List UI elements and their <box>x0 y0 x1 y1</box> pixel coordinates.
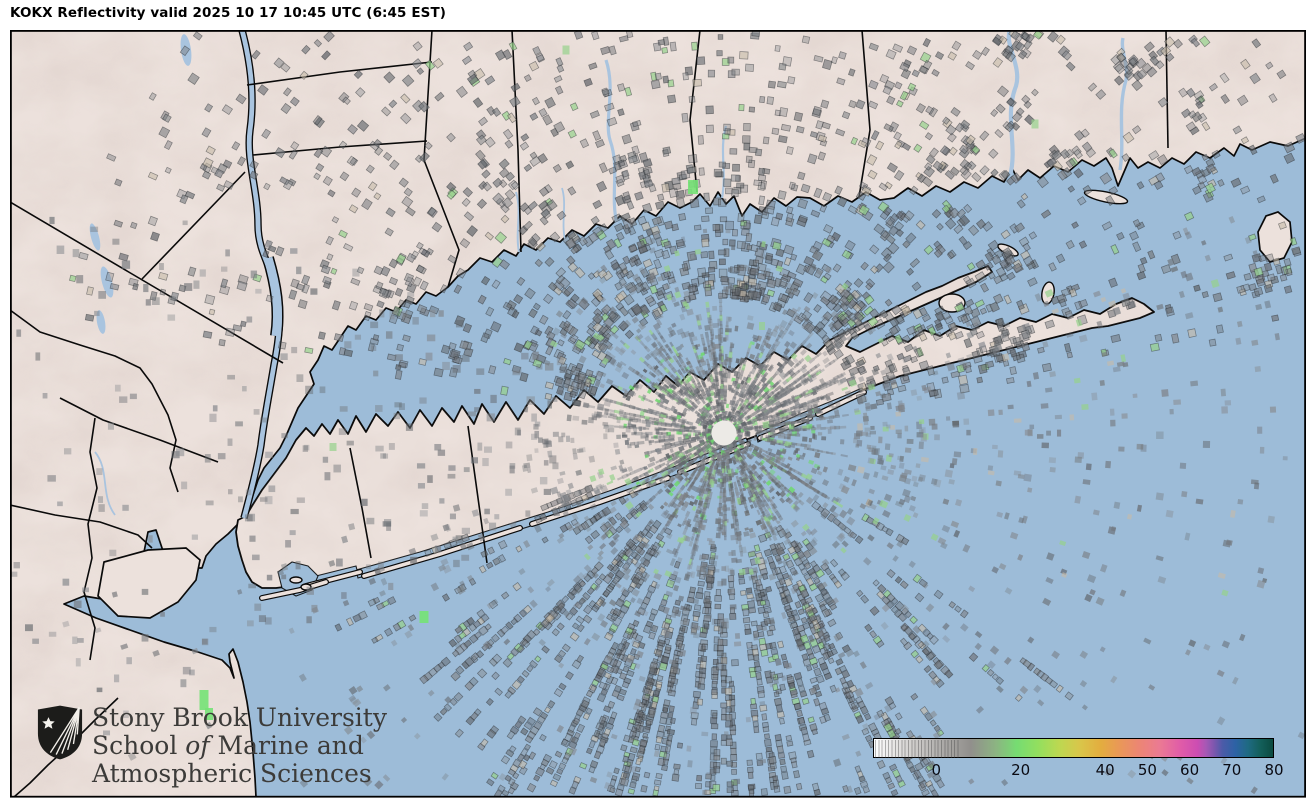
map-frame <box>9 29 1306 798</box>
colorbar-gradient <box>873 738 1274 758</box>
colorbar-tick-label: 60 <box>1180 761 1200 779</box>
colorbar-tick-label: 40 <box>1095 761 1115 779</box>
logo-line-3: Atmospheric Sciences <box>92 759 372 788</box>
stonybrook-logo: Stony Brook University School of Marine … <box>36 704 387 788</box>
stonybrook-logo-text: Stony Brook University School of Marine … <box>92 704 387 788</box>
colorbar-tick-label: 50 <box>1137 761 1157 779</box>
colorbar-tick-label: 70 <box>1222 761 1242 779</box>
stonybrook-shield-icon <box>37 705 83 760</box>
colorbar-tick-label: 80 <box>1264 761 1284 779</box>
map-layers <box>10 30 1306 797</box>
logo-line-2: School of Marine and <box>92 731 364 760</box>
map-title: KOKX Reflectivity valid 2025 10 17 10:45… <box>10 5 447 21</box>
colorbar-discrete-steps <box>875 740 959 758</box>
radar-site-marker <box>711 420 737 446</box>
colorbar-tick-label: 20 <box>1011 761 1031 779</box>
logo-line-1: Stony Brook University <box>92 703 387 732</box>
clutter-layer <box>10 30 1306 797</box>
reflectivity-colorbar: 0 20 40 50 60 70 80 <box>873 738 1284 782</box>
colorbar-tick-label: 0 <box>931 761 942 779</box>
